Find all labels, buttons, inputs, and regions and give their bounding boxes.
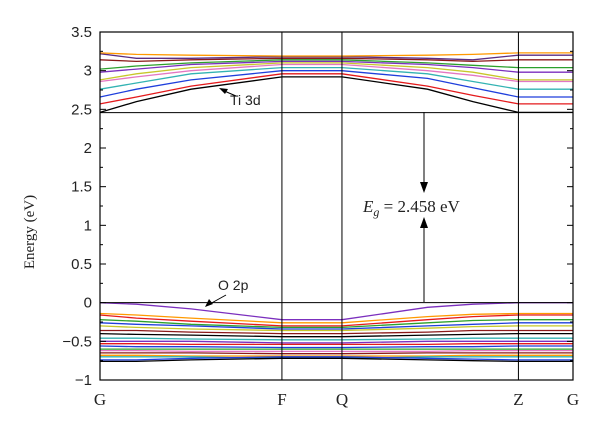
y-axis-title: Energy (eV) bbox=[22, 195, 38, 269]
gap-subscript: g bbox=[373, 205, 379, 219]
x-kpoint-label-5: G bbox=[567, 390, 579, 409]
y-tick-label: 3 bbox=[84, 63, 92, 80]
y-tick-label: 2 bbox=[84, 140, 92, 157]
annotations: Ti 3d O 2p Eg = 2.458 eV bbox=[205, 88, 461, 307]
vb-arrow-icon bbox=[205, 294, 227, 307]
y-tick-label: −0.5 bbox=[62, 333, 92, 350]
axes bbox=[99, 31, 574, 381]
y-tick-label: 0 bbox=[84, 295, 92, 312]
cb-label-ti-3d: Ti 3d bbox=[230, 92, 261, 108]
band-gap-label: Eg = 2.458 eV bbox=[362, 197, 461, 219]
band-line-22 bbox=[100, 343, 573, 346]
gap-value: = 2.458 eV bbox=[379, 197, 460, 216]
x-kpoint-label-2: F bbox=[277, 390, 286, 409]
cb-arrow-icon bbox=[219, 88, 237, 97]
axis-labels: −1 −0.5 0 0.5 1 1.5 2 2.5 3 3.5 G F Q Z G bbox=[62, 24, 579, 409]
x-kpoint-label-3: Q bbox=[336, 390, 348, 409]
vb-label-o-2p: O 2p bbox=[218, 277, 249, 293]
reference-lines bbox=[100, 112, 573, 304]
y-tick-label: 1 bbox=[84, 217, 92, 234]
y-tick-label: 0.5 bbox=[71, 256, 92, 273]
band-gap-arrow bbox=[420, 112, 428, 302]
y-tick-label: 3.5 bbox=[71, 24, 92, 41]
y-tick-label: 1.5 bbox=[71, 179, 92, 196]
y-tick-label: 2.5 bbox=[71, 101, 92, 118]
y-tick-label: −1 bbox=[75, 372, 92, 389]
band-line-27 bbox=[100, 354, 573, 357]
gap-symbol: E bbox=[362, 197, 374, 216]
x-kpoint-label-4: Z bbox=[513, 390, 523, 409]
x-kpoint-label-1: G bbox=[94, 390, 106, 409]
